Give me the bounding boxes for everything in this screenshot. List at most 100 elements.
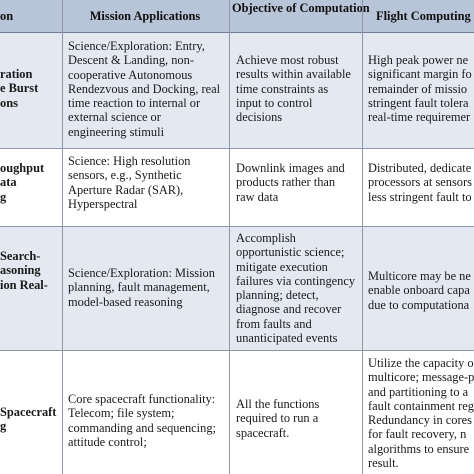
column-divider <box>62 0 63 474</box>
row4-mission-applications: Core spacecraft functionality: Telecom; … <box>68 392 216 449</box>
row1-computing-line: stringent fault tolera <box>368 95 469 110</box>
row1-applications-line: time reaction to internal or <box>68 96 201 111</box>
row2-objective: Downlink images and products rather than… <box>236 161 345 204</box>
row1-category-line: ons <box>0 95 18 110</box>
row3-mission-applications: Science/Exploration: Mission planning, f… <box>68 266 215 309</box>
column-divider <box>362 0 363 474</box>
row1-mission-applications: Science/Exploration: Entry, Descent & La… <box>68 39 220 139</box>
row3-objective-line: opportunistic science; <box>236 245 345 260</box>
row1-category-line: e Burst <box>0 81 39 96</box>
row3-objective-line: Accomplish <box>236 231 296 245</box>
header-objective-line-1: Objective of <box>232 1 297 15</box>
row3-category-line: asoning <box>0 263 41 278</box>
table-row <box>0 33 474 148</box>
row1-applications-line: cooperative Autonomous <box>68 67 193 82</box>
row2-computing-line: less stringent fault to <box>368 189 472 204</box>
row2-objective-line: Downlink images and <box>236 161 345 175</box>
header-objective-line-2: Computation <box>299 1 370 15</box>
row2-mission-applications: Science: High resolution sensors, e.g., … <box>68 154 191 211</box>
row4-computing-line: and partitioning to a <box>368 384 469 399</box>
row2-category-line: ata <box>0 175 17 190</box>
row1-flight-computing: High peak power ne significant margin fo… <box>368 53 472 124</box>
row-divider <box>0 226 474 227</box>
row4-applications-line: attitude control; <box>68 434 147 449</box>
column-divider <box>229 0 230 474</box>
row4-flight-computing: Utilize the capacity o multicore; messag… <box>368 356 474 470</box>
row4-objective-line: All the functions <box>236 397 320 411</box>
row1-objective-line: input to control <box>236 95 313 110</box>
row3-category: Search- asoning ion Real- <box>0 249 48 292</box>
header-col-category: on <box>0 9 14 23</box>
row4-applications-line: Core spacecraft functionality: <box>68 392 216 406</box>
row2-objective-line: products rather than <box>236 175 336 190</box>
table-row <box>0 148 474 226</box>
row1-objective-line: decisions <box>236 110 283 125</box>
header-objective-of-computation: Objective of Computation <box>232 1 370 15</box>
row4-computing-line: Utilize the capacity o <box>368 356 474 370</box>
row4-category-line: g <box>0 419 7 434</box>
row3-objective-line: failures via contingency <box>236 273 356 288</box>
row2-computing-line: Distributed, dedicate <box>368 161 472 175</box>
row4-computing-line: Redundancy in cores <box>368 413 472 428</box>
row2-category-line: g <box>0 189 7 204</box>
row4-category-line: Spacecraft <box>0 405 57 419</box>
row2-applications-line: sensors, e.g., Synthetic <box>68 168 182 183</box>
row3-flight-computing: Multicore may be ne enable onboard capa … <box>368 269 471 312</box>
row3-objective-line: from faults and <box>236 316 312 331</box>
row3-computing-line: due to computationa <box>368 297 470 312</box>
row3-category-line: Search- <box>0 249 41 263</box>
row4-computing-line: algorithms to ensure <box>368 441 470 456</box>
row1-category: ration e Burst ons <box>0 67 38 110</box>
row2-category: oughput ata g <box>0 161 44 204</box>
row2-category-line: oughput <box>0 161 45 175</box>
row1-objective: Achieve most robust results within avail… <box>236 53 351 124</box>
row1-applications-line: Rendezvous and Docking, real <box>68 81 221 96</box>
row4-applications-line: commanding and sequencing; <box>68 420 216 435</box>
row-divider <box>0 350 474 351</box>
table-row <box>0 350 474 474</box>
row4-objective-line: required to run a <box>236 411 319 426</box>
row4-category: Spacecraft g <box>0 405 56 434</box>
table-row <box>0 226 474 350</box>
row2-applications-line: Hyperspectral <box>68 196 138 211</box>
row1-applications-line: Science/Exploration: Entry, <box>68 39 205 53</box>
row2-applications-line: Aperture Radar (SAR), <box>68 182 184 197</box>
row4-computing-line: for fault recovery, n <box>368 427 467 442</box>
row1-objective-line: results within available <box>236 67 351 82</box>
row3-applications-line: Science/Exploration: Mission <box>68 266 215 280</box>
row3-objective-line: planning; detect, <box>236 288 319 303</box>
row3-objective-line: diagnose and recover <box>236 302 342 317</box>
row4-objective: All the functions required to run a spac… <box>236 397 319 440</box>
row1-applications-line: Descent & Landing, non- <box>68 53 194 68</box>
row4-computing-line: fault containment reg <box>368 398 474 413</box>
row1-computing-line: significant margin fo <box>368 67 472 82</box>
row3-computing-line: Multicore may be ne <box>368 269 471 283</box>
row2-objective-line: raw data <box>236 189 279 204</box>
row3-computing-line: enable onboard capa <box>368 283 470 298</box>
row3-category-line: ion Real- <box>0 277 48 292</box>
row3-applications-line: model-based reasoning <box>68 294 183 309</box>
row4-computing-line: result. <box>368 456 399 471</box>
header-mission-applications: Mission Applications <box>89 9 201 23</box>
row1-applications-line: engineering stimuli <box>68 124 165 139</box>
row1-category-line: ration <box>0 67 33 81</box>
row1-computing-line: remainder of missio <box>368 81 468 96</box>
row4-applications-line: Telecom; file system; <box>68 406 175 421</box>
row4-objective-line: spacecraft. <box>236 425 290 440</box>
row1-applications-line: external science or <box>68 110 161 125</box>
row1-objective-line: Achieve most robust <box>236 53 339 67</box>
row2-applications-line: Science: High resolution <box>68 154 191 168</box>
row4-computing-line: multicore; message-p <box>368 370 474 385</box>
row1-objective-line: time constraints as <box>236 81 329 96</box>
row3-objective-line: mitigate execution <box>236 259 328 274</box>
row3-applications-line: planning, fault management, <box>68 280 210 295</box>
header-flight-computing: Flight Computing <box>376 9 471 23</box>
row3-objective: Accomplish opportunistic science; mitiga… <box>236 231 355 345</box>
row1-computing-line: real-time requiremer <box>368 110 471 125</box>
row2-computing-line: processors at sensors <box>368 175 472 190</box>
row-divider <box>0 148 474 149</box>
row1-computing-line: High peak power ne <box>368 53 469 67</box>
table-header: on Mission Applications Objective of Com… <box>0 0 474 33</box>
row2-flight-computing: Distributed, dedicate processors at sens… <box>368 161 472 204</box>
